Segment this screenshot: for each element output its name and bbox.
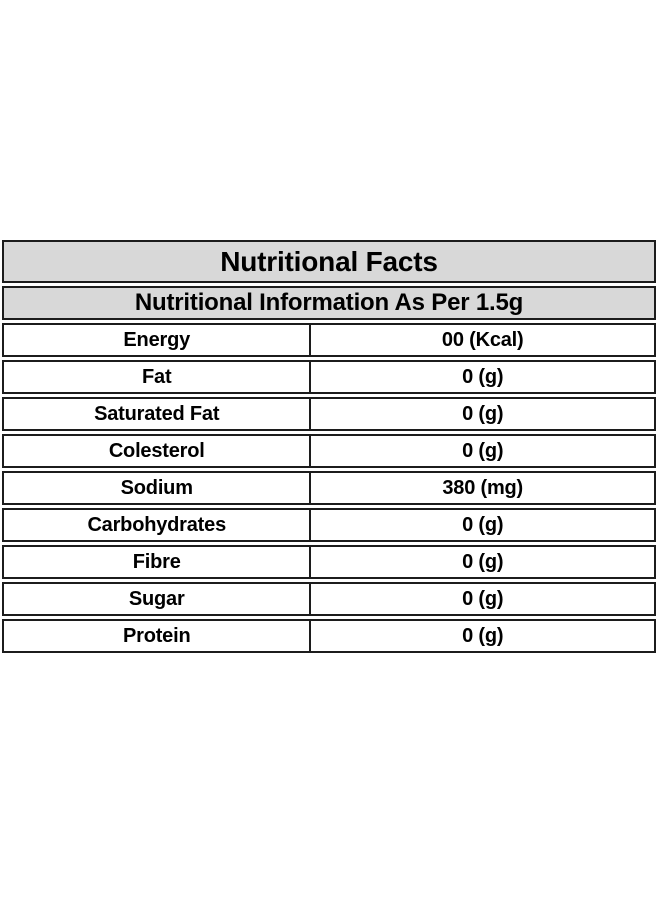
nutrient-label-cell: Saturated Fat: [4, 399, 312, 429]
nutrient-value-cell: 0 (g): [462, 403, 504, 425]
table-row: Fibre 0 (g): [2, 545, 656, 579]
nutrient-label-cell: Sugar: [4, 584, 312, 614]
table-row: Protein 0 (g): [2, 619, 656, 653]
nutrient-label-cell: Fibre: [4, 547, 312, 577]
table-row: Carbohydrates 0 (g): [2, 508, 656, 542]
nutrient-label-cell: Energy: [4, 325, 312, 355]
nutrient-label-cell: Fat: [4, 362, 312, 392]
table-row: Colesterol 0 (g): [2, 434, 656, 468]
table-subtitle: Nutritional Information As Per 1.5g: [2, 286, 656, 320]
nutrient-value-cell: 0 (g): [462, 588, 504, 610]
nutrient-value-cell: 0 (g): [462, 514, 504, 536]
nutrient-label-cell: Carbohydrates: [4, 510, 312, 540]
table-row: Fat 0 (g): [2, 360, 656, 394]
nutrient-value-cell: 0 (g): [462, 366, 504, 388]
nutrient-label-cell: Protein: [4, 621, 312, 651]
nutrient-value-cell: 380 (mg): [442, 477, 524, 499]
table-row: Saturated Fat 0 (g): [2, 397, 656, 431]
nutrient-value-cell: 0 (g): [462, 625, 504, 647]
table-row: Sugar 0 (g): [2, 582, 656, 616]
nutrient-value-cell: 00 (Kcal): [441, 329, 524, 351]
nutrient-label-cell: Colesterol: [4, 436, 312, 466]
table-row: Energy 00 (Kcal): [2, 323, 656, 357]
nutrition-facts-table: Nutritional Facts Nutritional Informatio…: [2, 240, 656, 656]
nutrient-value-cell: 0 (g): [462, 551, 504, 573]
nutrient-value-cell: 0 (g): [462, 440, 504, 462]
table-row: Sodium 380 (mg): [2, 471, 656, 505]
table-title: Nutritional Facts: [2, 240, 656, 283]
nutrient-label-cell: Sodium: [4, 473, 312, 503]
